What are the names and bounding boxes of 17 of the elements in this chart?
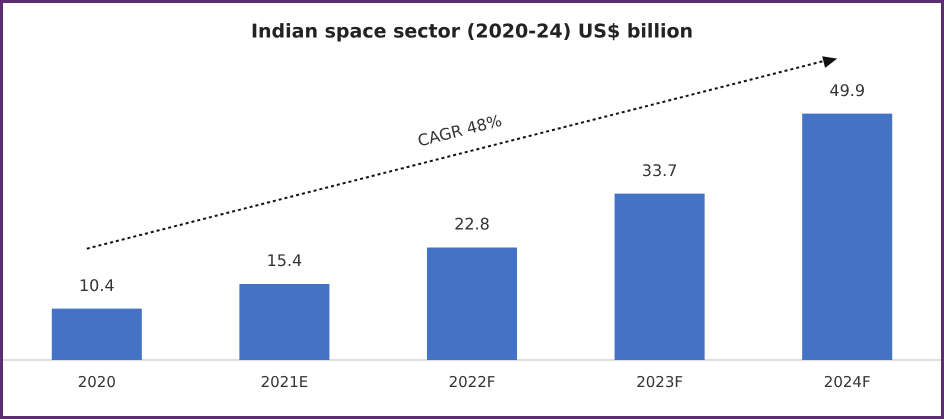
x-tick-label: 2020: [78, 372, 116, 391]
bar: [802, 114, 892, 360]
x-tick-label: 2023F: [636, 372, 684, 391]
data-label: 22.8: [454, 214, 490, 234]
annotation: CAGR 48%: [416, 110, 504, 150]
bar: [239, 284, 330, 360]
bar: [426, 247, 518, 360]
data-label: 10.4: [78, 276, 115, 295]
data-label: 33.7: [642, 160, 678, 180]
data-label: 15.4: [266, 251, 302, 270]
x-tick-label: 2022F: [448, 372, 496, 391]
x-tick-label: 2021E: [260, 372, 308, 391]
data-label: 49.9: [829, 80, 866, 100]
x-tick-label: 2024F: [824, 372, 871, 391]
chart-title: Indian space sector (2020-24) US$ billion: [250, 20, 694, 42]
bar: [52, 308, 142, 360]
bar: [614, 194, 705, 360]
